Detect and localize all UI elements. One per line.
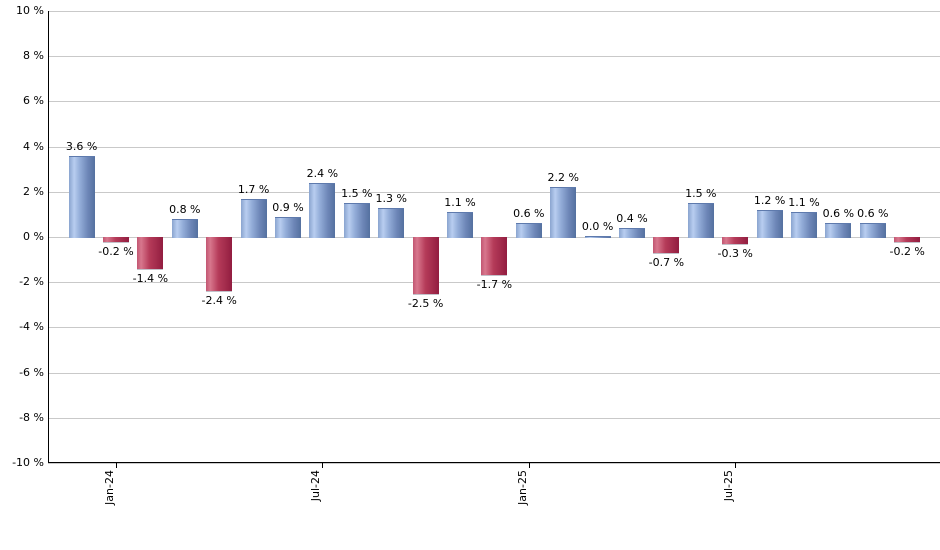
bar[interactable] (171, 218, 198, 238)
x-axis-tick (735, 463, 737, 468)
gridline-6 (48, 101, 940, 103)
bar[interactable] (894, 237, 921, 243)
y-axis-tick-label: 8 % (23, 49, 44, 63)
x-axis-tick-label: Jul-25 (722, 470, 736, 502)
x-axis-tick (528, 463, 530, 468)
bar[interactable] (722, 237, 749, 245)
bar-value-label: 0.9 % (272, 200, 304, 214)
bar[interactable] (378, 207, 405, 238)
bar[interactable] (619, 227, 645, 238)
y-axis-tick-label: 0 % (23, 230, 44, 243)
bar-value-label: -0.2 % (98, 244, 134, 258)
bar-value-label: 1.2 % (753, 193, 786, 207)
gridline--2 (48, 282, 940, 284)
bar-value-label: -2.5 % (407, 296, 444, 310)
bar[interactable] (687, 203, 714, 238)
gridline--6 (48, 372, 940, 374)
bar[interactable] (515, 223, 542, 238)
bar[interactable] (137, 237, 164, 270)
bar-value-label: -0.3 % (717, 246, 753, 260)
bar-value-label: 1.7 % (237, 182, 270, 196)
bar-value-label: 1.3 % (375, 191, 407, 205)
bar[interactable] (412, 237, 439, 295)
bar-value-label: 0.0 % (581, 220, 614, 233)
bar-value-label: 1.1 % (444, 196, 476, 210)
bar[interactable] (206, 237, 233, 293)
bar[interactable] (859, 223, 886, 238)
y-axis-tick-label: -6 % (19, 365, 44, 379)
bar-value-label: -1.7 % (476, 278, 513, 292)
bar[interactable] (309, 182, 336, 238)
bar-value-label: 0.4 % (616, 211, 648, 225)
bar[interactable] (481, 237, 508, 277)
gridline-2 (48, 191, 940, 193)
x-axis-tick (322, 463, 324, 468)
gridline--8 (48, 417, 940, 419)
bar-value-label: -1.4 % (132, 271, 169, 285)
y-axis-tick-label: -10 % (12, 456, 44, 469)
y-axis-tick-label: 6 % (23, 94, 44, 108)
bar[interactable] (240, 198, 267, 238)
y-axis-line (48, 11, 49, 463)
bar[interactable] (343, 203, 370, 238)
bar-value-label: -0.7 % (648, 255, 685, 269)
bar-value-label: 0.6 % (857, 207, 889, 221)
bar-value-label: 0.6 % (513, 207, 545, 221)
bar[interactable] (791, 212, 817, 238)
bar-value-label: 1.5 % (685, 187, 717, 201)
bar-value-label: 1.5 % (341, 187, 373, 201)
bar[interactable] (103, 237, 129, 243)
y-axis-tick-label: 4 % (23, 139, 44, 153)
bar[interactable] (756, 209, 783, 238)
x-axis-tick-label: Jul-24 (309, 470, 323, 502)
y-axis-tick-label: -4 % (19, 320, 44, 334)
bar-value-label: -2.4 % (201, 294, 237, 308)
bar-value-label: -0.2 % (889, 244, 925, 258)
x-axis-tick-label: Jan-25 (515, 470, 529, 505)
y-axis-tick-label: 10 % (16, 4, 44, 17)
y-axis-tick-label: -2 % (19, 275, 44, 289)
y-axis-tick-label: -8 % (19, 410, 44, 424)
bar[interactable] (584, 236, 611, 238)
bar[interactable] (68, 155, 95, 238)
gridline-4 (48, 146, 940, 148)
bar[interactable] (275, 216, 301, 238)
gridline--4 (48, 327, 940, 329)
y-axis-tick-label: 2 % (23, 184, 44, 198)
bar[interactable] (447, 212, 473, 238)
gridline--10 (48, 463, 940, 464)
bar-value-label: 1.1 % (788, 196, 820, 210)
x-axis-line (48, 462, 940, 463)
bar-value-label: 2.2 % (547, 171, 579, 185)
x-axis-tick-label: Jan-24 (103, 470, 116, 505)
x-axis-tick (116, 463, 117, 468)
bar-value-label: 0.6 % (822, 207, 855, 221)
bar-value-label: 3.6 % (65, 139, 98, 153)
bar[interactable] (825, 223, 852, 238)
gridline-10 (48, 11, 940, 12)
bar[interactable] (550, 187, 577, 238)
bar[interactable] (653, 237, 680, 254)
bar-value-label: 0.8 % (169, 202, 201, 216)
gridline-8 (48, 56, 940, 58)
bar-value-label: 2.4 % (306, 166, 339, 180)
